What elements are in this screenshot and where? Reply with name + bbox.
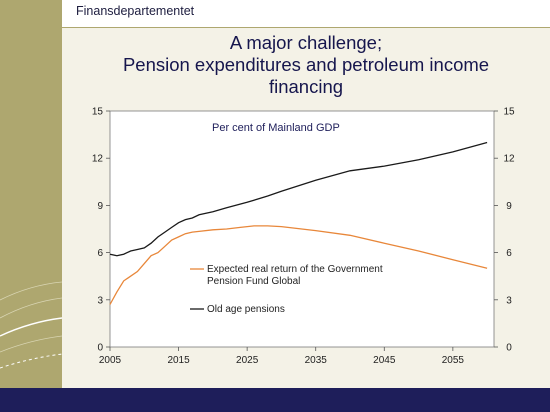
legend-label: Expected real return of the Government bbox=[207, 264, 383, 275]
y-tick-label-left: 3 bbox=[97, 295, 103, 306]
y-tick-label-left: 9 bbox=[97, 201, 103, 212]
y-tick-label-right: 0 bbox=[506, 343, 512, 354]
x-tick-label: 2055 bbox=[442, 355, 465, 366]
y-tick-label-right: 15 bbox=[503, 107, 515, 118]
ministry-name: Finansdepartementet bbox=[76, 4, 195, 18]
x-tick-label: 2025 bbox=[236, 355, 259, 366]
title-line-3: financing bbox=[268, 76, 344, 97]
slide-title: A major challenge; Pension expenditures … bbox=[62, 32, 550, 98]
legend-label: Old age pensions bbox=[207, 304, 285, 315]
pension-chart: 0 0 3 3 6 6 9 9 12 12 15 15 2005 2015 2025 2035 2045 2055… bbox=[92, 107, 515, 367]
x-tick-label: 2035 bbox=[305, 355, 328, 366]
y-tick-label-right: 3 bbox=[506, 295, 512, 306]
decorative-left-band bbox=[0, 0, 62, 412]
y-tick-label-left: 12 bbox=[92, 154, 104, 165]
y-tick-label-left: 6 bbox=[97, 248, 103, 259]
series-line-old-age-pensions bbox=[109, 141, 488, 257]
y-tick-label-left: 0 bbox=[97, 343, 103, 354]
x-tick-label: 2045 bbox=[373, 355, 396, 366]
y-tick-label-right: 6 bbox=[506, 248, 512, 259]
x-tick-label: 2005 bbox=[99, 355, 122, 366]
footer-bar bbox=[62, 388, 550, 412]
y-tick-label-right: 9 bbox=[506, 201, 512, 212]
y-tick-label-right: 12 bbox=[503, 154, 515, 165]
chart-annotation: Per cent of Mainland GDP bbox=[212, 122, 340, 134]
series-line-expected-return bbox=[109, 225, 488, 305]
title-line-1: A major challenge; bbox=[229, 32, 383, 53]
header-strip bbox=[62, 0, 550, 28]
legend-label: Pension Fund Global bbox=[207, 276, 300, 287]
x-tick-label: 2015 bbox=[167, 355, 190, 366]
title-line-2: Pension expenditures and petroleum incom… bbox=[122, 54, 490, 75]
y-tick-label-left: 15 bbox=[92, 107, 104, 118]
swoosh-decoration bbox=[0, 281, 62, 412]
